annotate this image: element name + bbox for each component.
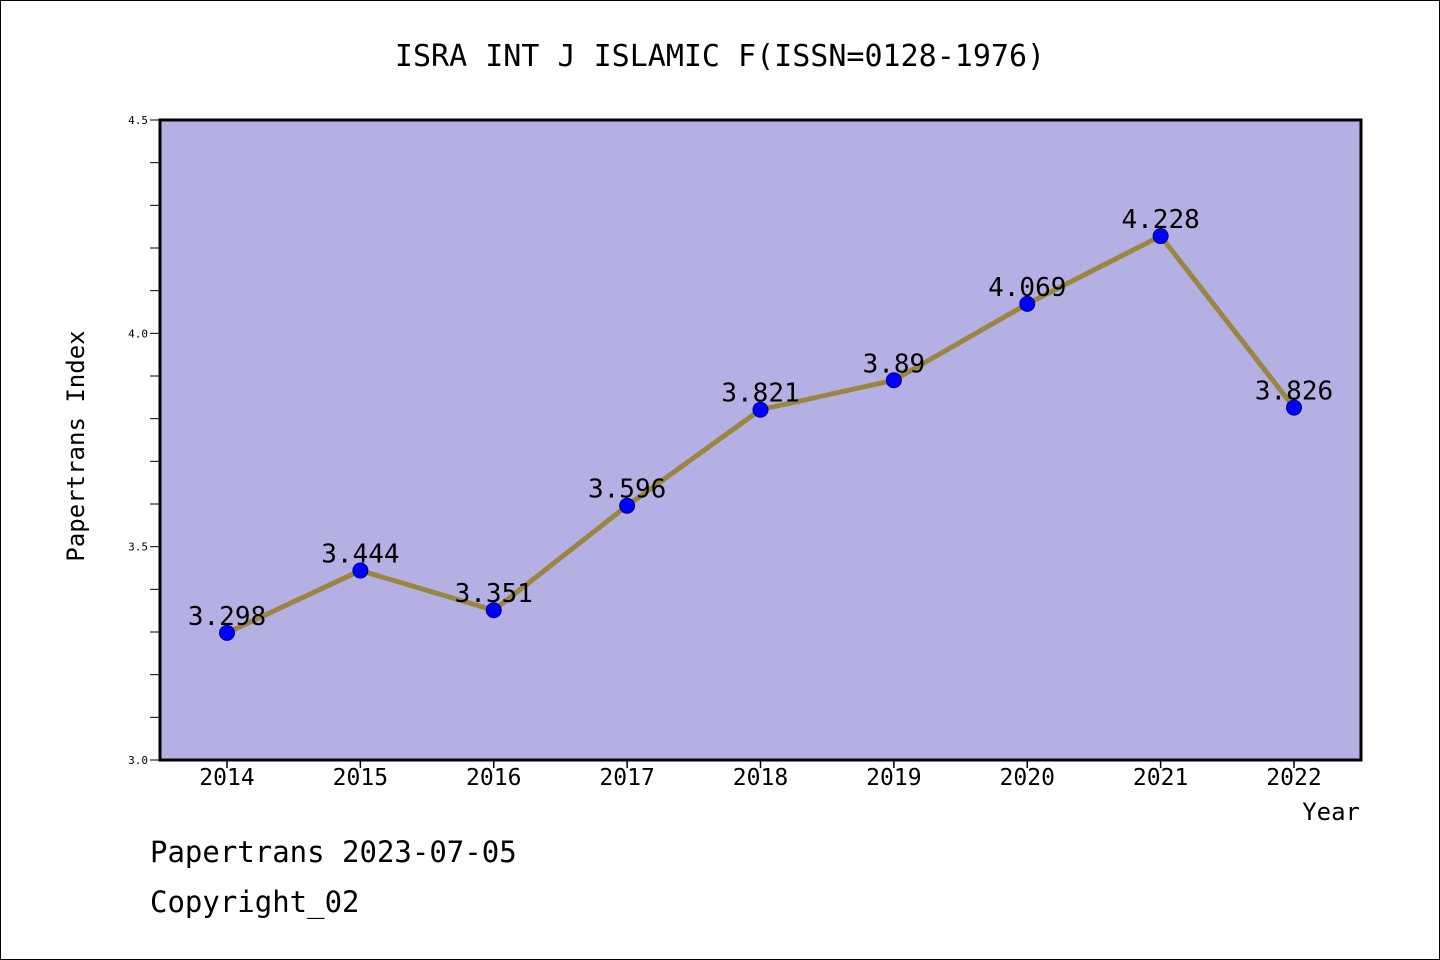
plot-area: [158, 118, 1363, 762]
x-tick-label: 2021: [1133, 765, 1188, 791]
data-point: [1152, 228, 1169, 245]
data-label: 3.826: [1255, 377, 1333, 407]
data-point: [619, 497, 636, 514]
data-point: [219, 624, 235, 641]
x-tick-label: 2016: [466, 765, 521, 791]
footer-copyright: Copyright_02: [150, 885, 360, 919]
data-label: 3.444: [321, 540, 399, 570]
data-labels: 3.298 3.444 3.351 3.596 3.821 3.89 4.069 4.228 3…: [188, 205, 1333, 632]
x-tick-label: 2019: [866, 765, 921, 791]
x-tick-label: 2020: [1000, 765, 1055, 791]
x-axis: 2014 2015 2016 2017 2018 2019 2020 2021 2022: [199, 760, 1322, 791]
data-point: [1019, 295, 1036, 312]
data-label: 4.069: [988, 273, 1066, 303]
data-label: 3.821: [721, 379, 799, 409]
chart-title: ISRA INT J ISLAMIC F(ISSN=0128-1976): [395, 39, 1045, 74]
data-point: [885, 372, 902, 389]
data-label: 3.351: [455, 579, 533, 609]
x-axis-title: Year: [1302, 798, 1360, 826]
x-tick-label: 2018: [733, 765, 788, 791]
series-markers: [219, 228, 1302, 641]
data-label: 3.298: [188, 602, 266, 632]
x-tick-label: 2015: [333, 765, 388, 791]
y-tick-label: 4.5: [128, 114, 148, 127]
y-axis-title: Papertrans Index: [62, 330, 90, 561]
data-label: 4.228: [1121, 205, 1199, 235]
footer-date: Papertrans 2023-07-05: [150, 835, 517, 869]
x-tick-label: 2022: [1266, 765, 1321, 791]
data-point: [352, 562, 369, 579]
x-tick-label: 2017: [599, 765, 654, 791]
y-tick-label: 4.0: [128, 327, 148, 340]
data-point: [752, 401, 769, 418]
x-tick-label: 2014: [199, 765, 254, 791]
data-label: 3.89: [863, 349, 926, 379]
y-axis: 3.0 3.5 4.0 4.5: [128, 114, 160, 767]
y-tick-label: 3.0: [128, 754, 148, 767]
data-point: [485, 602, 502, 619]
data-point: [1286, 399, 1302, 416]
y-tick-label: 3.5: [128, 541, 148, 554]
data-label: 3.596: [588, 475, 666, 505]
